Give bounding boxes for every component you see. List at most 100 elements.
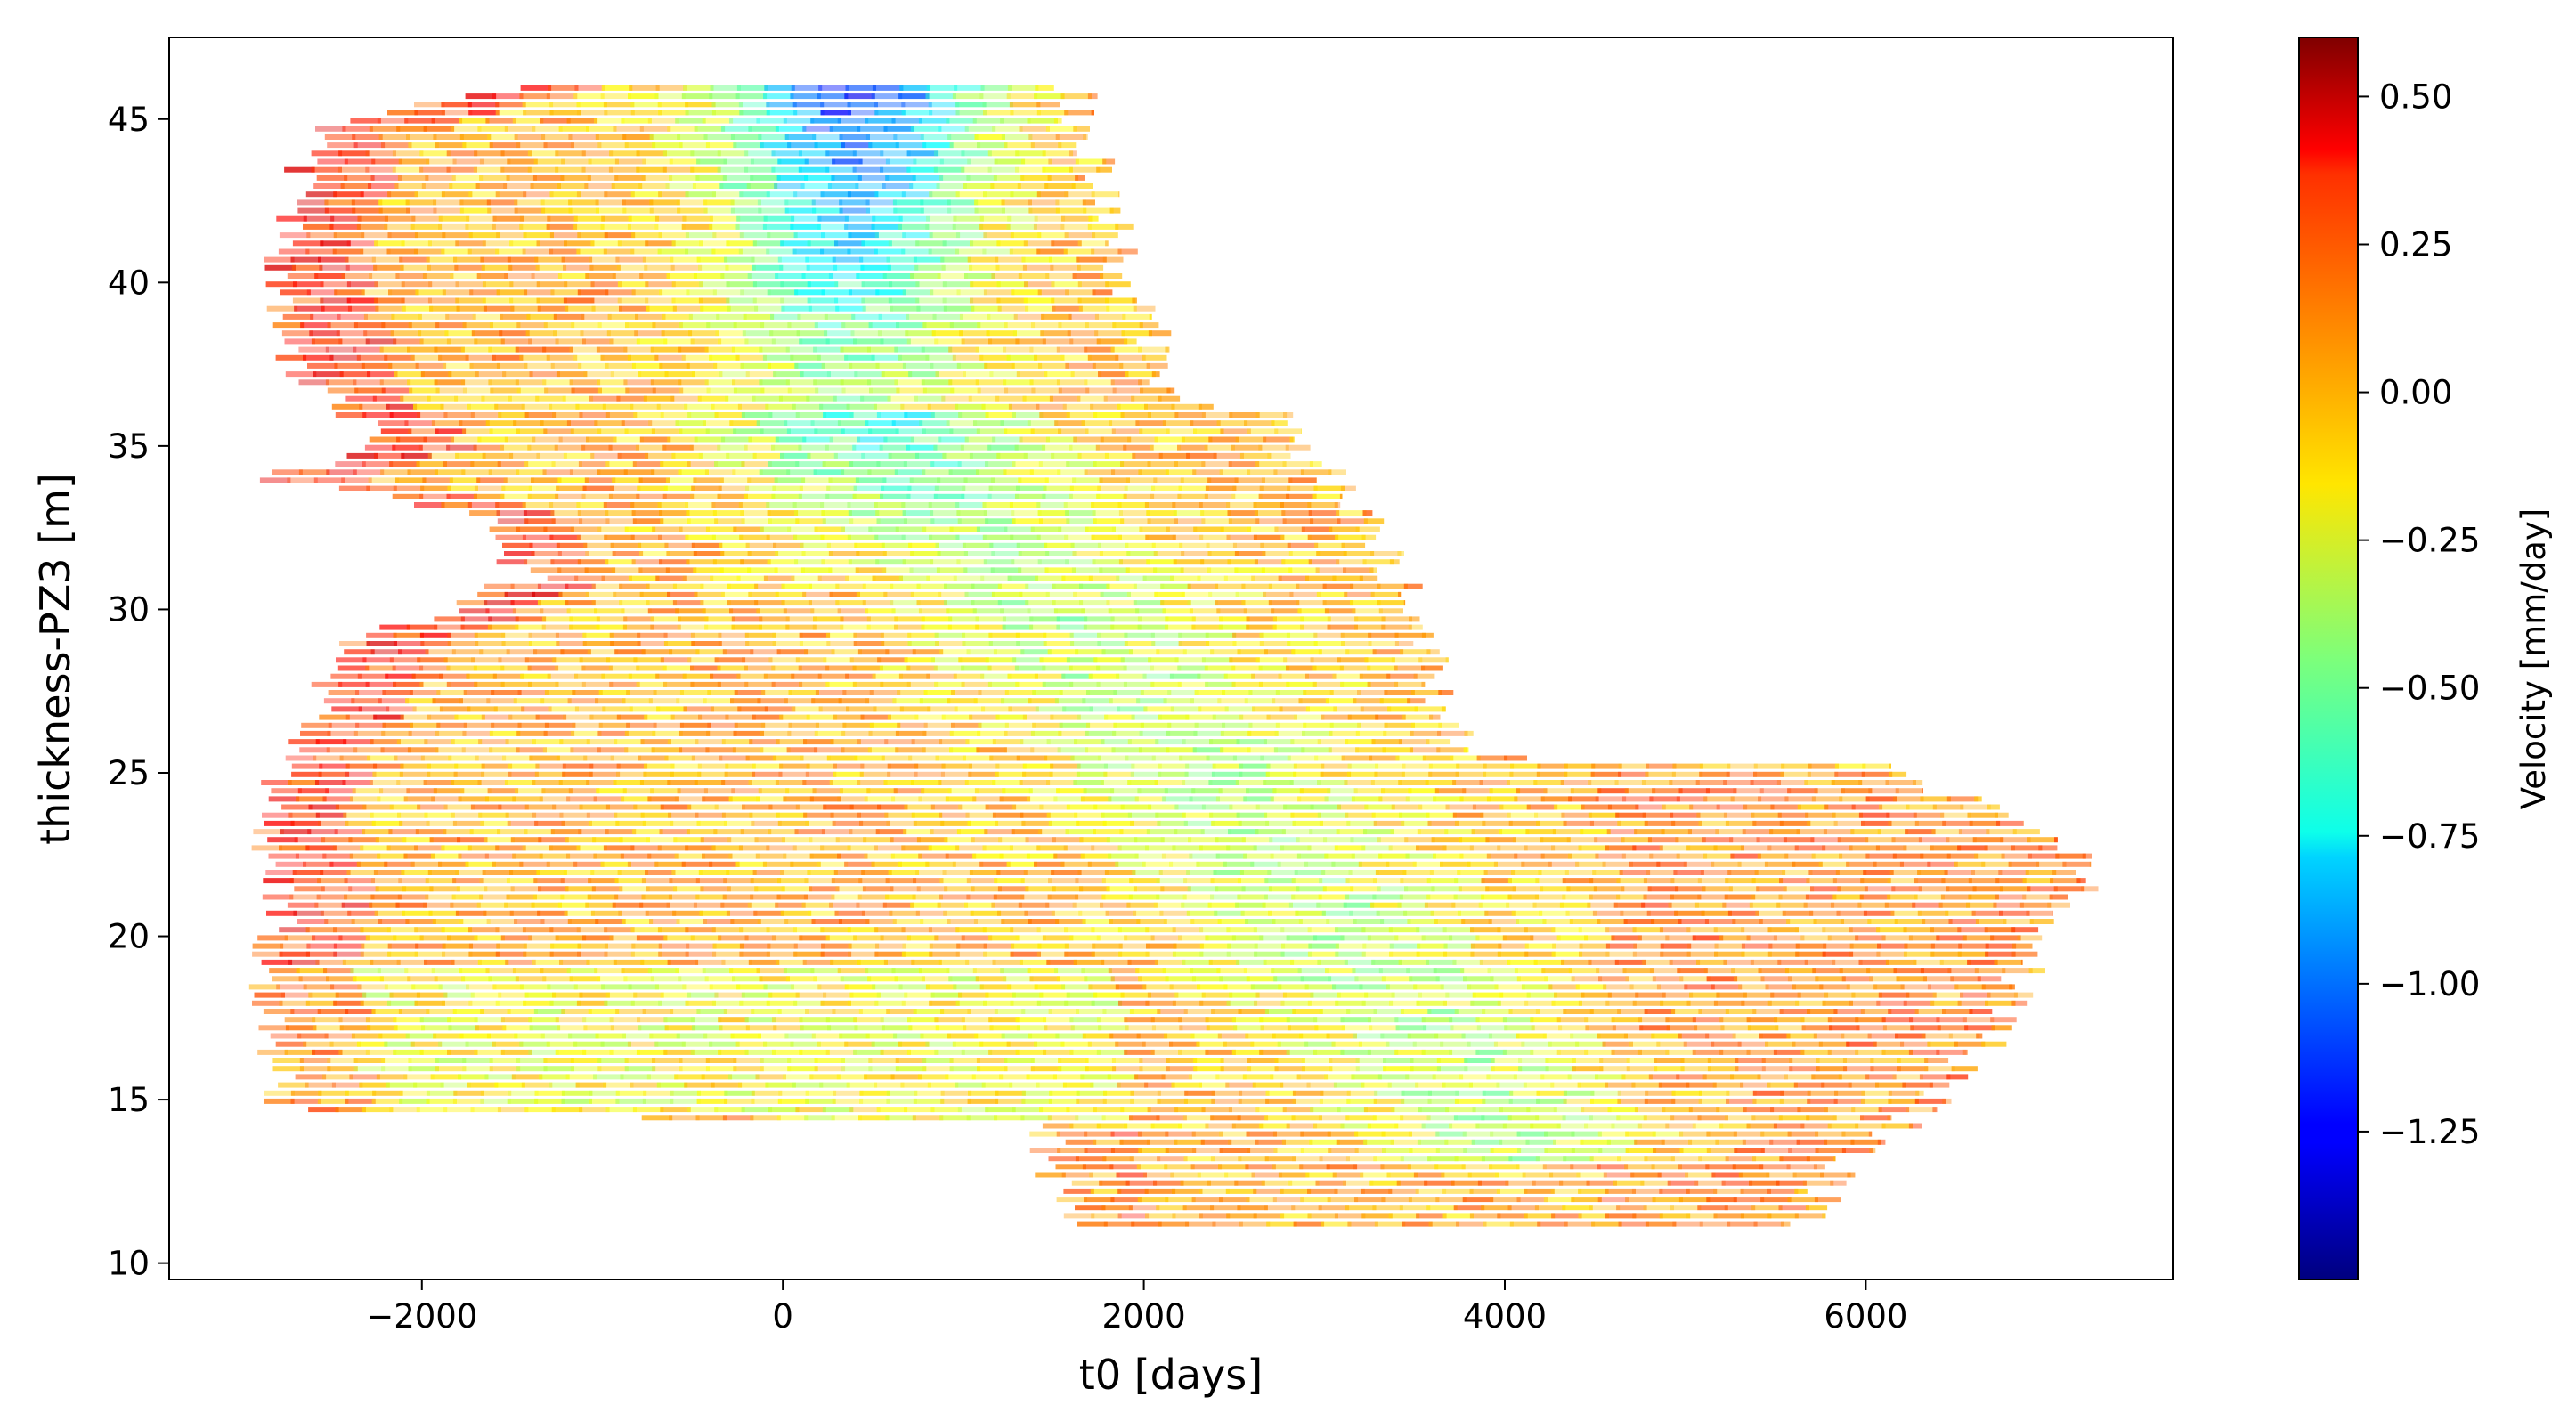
data-stroke xyxy=(1345,1156,1377,1162)
data-stroke xyxy=(774,567,805,573)
data-stroke xyxy=(1837,837,1869,843)
data-stroke xyxy=(582,632,614,638)
data-stroke xyxy=(1656,861,1687,867)
data-stroke xyxy=(979,1041,1011,1047)
data-stroke xyxy=(592,837,623,843)
data-stroke xyxy=(1058,526,1089,532)
data-stroke xyxy=(308,992,339,998)
data-stroke xyxy=(849,1107,881,1113)
data-stroke xyxy=(1793,1082,1825,1088)
data-stroke xyxy=(1125,567,1158,573)
data-stroke xyxy=(549,1000,581,1006)
data-stroke xyxy=(1016,641,1047,646)
data-stroke xyxy=(446,681,478,687)
data-stroke xyxy=(1902,1082,1933,1088)
data-stroke xyxy=(1630,1172,1662,1178)
data-stroke xyxy=(1522,1172,1554,1178)
data-stroke xyxy=(1273,1148,1304,1153)
data-stroke xyxy=(918,853,949,859)
data-stroke xyxy=(840,624,871,630)
data-stroke xyxy=(1251,575,1282,581)
data-stroke xyxy=(805,820,836,826)
data-stroke xyxy=(1469,1213,1501,1219)
data-stroke xyxy=(1063,502,1095,508)
data-stroke xyxy=(1698,1156,1729,1162)
data-stroke xyxy=(1889,763,1891,769)
data-stroke xyxy=(1237,894,1268,900)
data-stroke xyxy=(645,452,676,459)
data-stroke xyxy=(1096,1017,1128,1023)
data-stroke xyxy=(1307,1188,1338,1194)
data-stroke xyxy=(1946,837,1977,843)
data-stroke xyxy=(1442,1000,1475,1006)
data-stroke xyxy=(1300,1131,1331,1137)
data-stroke xyxy=(1298,698,1329,704)
data-stroke xyxy=(581,444,613,451)
data-stroke xyxy=(339,371,371,378)
data-stroke xyxy=(529,542,560,548)
data-stroke xyxy=(1795,943,1827,949)
data-stroke xyxy=(1019,436,1050,443)
data-stroke xyxy=(542,976,573,982)
data-stroke xyxy=(1299,1033,1330,1039)
data-stroke xyxy=(1906,1107,1937,1113)
data-stroke xyxy=(1814,788,1845,794)
data-stroke xyxy=(516,469,547,475)
data-stroke xyxy=(1692,1049,1724,1055)
data-stroke xyxy=(695,812,726,818)
data-stroke xyxy=(1364,657,1395,663)
data-stroke xyxy=(454,395,485,402)
data-stroke xyxy=(856,591,888,597)
data-stroke xyxy=(1369,567,1377,573)
data-stroke xyxy=(1336,829,1368,835)
data-stroke xyxy=(729,968,760,974)
data-stroke xyxy=(601,673,632,679)
data-stroke xyxy=(1494,984,1525,990)
data-stroke xyxy=(609,681,640,687)
data-stroke xyxy=(937,551,968,556)
data-stroke xyxy=(739,1000,770,1006)
data-stroke xyxy=(1241,837,1273,843)
data-stroke xyxy=(1463,1148,1494,1153)
data-stroke xyxy=(1639,1025,1670,1031)
data-stroke xyxy=(1954,1041,1986,1047)
data-stroke xyxy=(1742,1139,1774,1145)
data-stroke xyxy=(1495,1172,1526,1178)
data-stroke xyxy=(572,722,603,728)
data-stroke xyxy=(1268,600,1300,606)
data-stroke xyxy=(758,624,790,630)
data-stroke xyxy=(679,526,710,532)
data-stroke xyxy=(604,927,635,933)
data-stroke xyxy=(1751,878,1784,884)
data-stroke xyxy=(462,1066,493,1072)
data-stroke xyxy=(749,739,780,745)
data-stroke xyxy=(979,984,1012,990)
data-stroke xyxy=(1642,959,1673,965)
data-stroke xyxy=(1199,534,1231,540)
data-stroke xyxy=(1004,1058,1035,1063)
data-stroke xyxy=(278,1082,309,1088)
data-stroke xyxy=(451,894,484,900)
data-stroke xyxy=(419,493,451,499)
data-stroke xyxy=(1014,665,1046,671)
data-stroke xyxy=(1638,1017,1670,1023)
data-stroke xyxy=(674,796,706,802)
data-stroke xyxy=(1686,1082,1717,1088)
data-stroke xyxy=(823,804,854,810)
data-stroke xyxy=(1337,992,1369,998)
data-stroke xyxy=(1635,804,1666,810)
data-stroke xyxy=(1770,992,1801,998)
data-stroke xyxy=(542,469,573,475)
data-stroke xyxy=(687,412,719,418)
data-stroke xyxy=(1345,649,1377,655)
data-stroke xyxy=(767,943,798,949)
data-stroke xyxy=(1210,649,1241,655)
data-stroke xyxy=(406,788,437,794)
data-stroke xyxy=(254,992,285,998)
data-stroke xyxy=(928,927,960,933)
data-stroke xyxy=(266,910,297,916)
data-stroke xyxy=(1145,1000,1176,1006)
data-stroke xyxy=(1117,1082,1149,1088)
data-stroke xyxy=(1618,1221,1649,1227)
data-stroke xyxy=(1842,1058,1874,1063)
